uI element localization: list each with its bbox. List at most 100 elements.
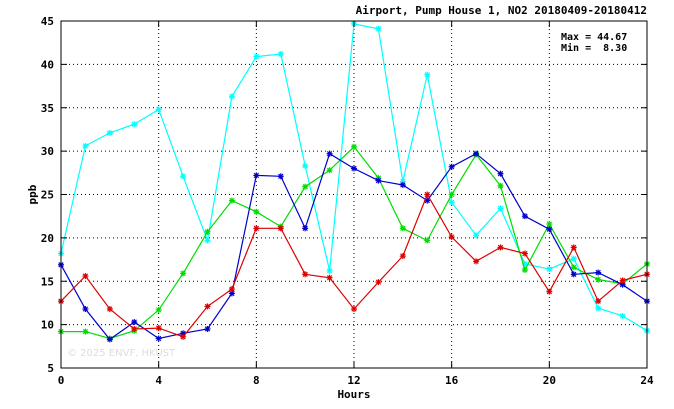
data-point (570, 244, 577, 251)
grid-lines (61, 21, 647, 368)
data-point (155, 325, 162, 332)
data-point (155, 306, 162, 313)
y-tick-label: 10 (41, 319, 54, 332)
data-point (473, 232, 480, 239)
data-point (204, 228, 211, 235)
min-stat-text: Min = 8.30 (561, 42, 627, 54)
data-point (619, 277, 626, 284)
data-point (302, 162, 309, 169)
data-point (570, 255, 577, 262)
data-point (82, 306, 89, 313)
watermark: © 2025 ENVF, HKUST (67, 348, 176, 359)
y-tick-label: 25 (41, 189, 54, 202)
y-tick-label: 40 (41, 58, 54, 71)
series-group (58, 20, 650, 343)
y-tick-label: 20 (41, 232, 54, 245)
data-point (521, 250, 528, 257)
y-axis-ticks: 5 10 15 20 25 30 35 40 45 (41, 15, 647, 375)
data-point (277, 173, 284, 180)
x-tick-label: 0 (58, 374, 65, 387)
data-point (253, 208, 260, 215)
data-point (131, 319, 138, 326)
data-point (595, 298, 602, 305)
data-point (546, 266, 553, 273)
data-point (228, 286, 235, 293)
data-point (473, 150, 480, 157)
data-point (375, 279, 382, 286)
y-tick-label: 5 (47, 362, 54, 375)
data-point (570, 271, 577, 278)
x-tick-label: 20 (543, 374, 556, 387)
data-point (448, 234, 455, 241)
data-point (448, 163, 455, 170)
x-axis-label: Hours (337, 388, 370, 401)
data-point (448, 199, 455, 206)
data-point (595, 305, 602, 312)
x-axis-ticks: 0 4 8 12 16 20 24 (58, 21, 654, 387)
data-point (180, 270, 187, 277)
data-point (180, 333, 187, 340)
data-point (131, 325, 138, 332)
data-point (595, 276, 602, 283)
data-point (302, 225, 309, 232)
x-tick-label: 12 (347, 374, 360, 387)
data-point (448, 191, 455, 198)
data-point (106, 129, 113, 136)
data-point (424, 71, 431, 78)
data-point (375, 177, 382, 184)
data-point (546, 288, 553, 295)
data-point (82, 273, 89, 280)
y-tick-label: 30 (41, 145, 54, 158)
data-point (399, 253, 406, 260)
data-point (546, 220, 553, 227)
data-point (424, 191, 431, 198)
x-tick-label: 4 (155, 374, 162, 387)
data-point (204, 325, 211, 332)
data-point (253, 53, 260, 60)
data-point (253, 172, 260, 179)
data-point (82, 328, 89, 335)
data-point (326, 274, 333, 281)
data-point (595, 269, 602, 276)
data-point (351, 306, 357, 313)
data-point (131, 121, 138, 128)
data-point (326, 167, 333, 174)
data-point (204, 237, 211, 244)
y-tick-label: 35 (41, 102, 54, 115)
data-point (497, 170, 504, 177)
y-tick-label: 45 (41, 15, 54, 28)
data-point (326, 267, 333, 274)
data-point (619, 312, 626, 319)
data-point (351, 143, 357, 150)
data-point (155, 335, 162, 342)
data-point (277, 225, 284, 232)
y-axis-label: ppb (26, 184, 39, 204)
x-tick-label: 24 (640, 374, 654, 387)
data-point (204, 303, 211, 310)
data-point (497, 182, 504, 189)
data-point (82, 142, 89, 149)
data-point (277, 50, 284, 57)
data-point (253, 225, 260, 232)
data-point (375, 25, 382, 32)
data-point (497, 244, 504, 251)
data-point (180, 173, 187, 180)
data-point (521, 266, 528, 273)
y-tick-label: 15 (41, 275, 54, 288)
data-point (521, 213, 528, 220)
data-point (302, 183, 309, 190)
data-point (546, 226, 553, 233)
data-point (351, 165, 357, 172)
data-point (497, 205, 504, 212)
data-point (106, 336, 113, 343)
data-point (473, 258, 480, 265)
data-point (106, 306, 113, 313)
data-point (399, 181, 406, 188)
data-point (570, 264, 577, 271)
data-point (399, 225, 406, 232)
data-point (228, 93, 235, 100)
max-stat-text: Max = 44.67 (561, 32, 627, 43)
data-point (302, 271, 309, 278)
data-point (228, 197, 235, 204)
